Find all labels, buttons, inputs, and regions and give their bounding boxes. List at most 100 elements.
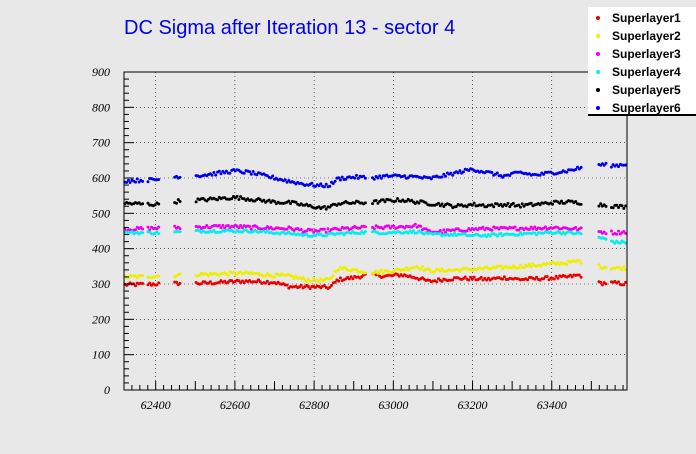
data-point xyxy=(444,230,448,234)
data-point xyxy=(135,276,139,280)
data-point xyxy=(208,280,212,284)
data-point xyxy=(178,281,182,285)
data-point xyxy=(451,173,455,177)
data-point xyxy=(453,231,456,235)
data-point xyxy=(508,174,512,177)
series-Superlayer1 xyxy=(123,271,628,291)
data-point xyxy=(440,267,444,271)
data-point xyxy=(353,201,357,205)
legend-item: Superlayer3 xyxy=(596,47,681,61)
data-point xyxy=(134,284,137,288)
data-point xyxy=(435,280,439,284)
data-point xyxy=(337,176,341,180)
data-point xyxy=(319,182,323,186)
data-point xyxy=(490,228,494,232)
data-point xyxy=(440,279,444,283)
data-point xyxy=(141,274,145,278)
data-point xyxy=(597,263,601,267)
data-point xyxy=(442,172,446,176)
data-point xyxy=(178,200,182,203)
data-point xyxy=(351,277,355,281)
data-point xyxy=(444,174,448,178)
data-point xyxy=(233,230,237,234)
data-points xyxy=(123,161,628,291)
data-point xyxy=(617,206,620,209)
data-point xyxy=(299,228,303,231)
data-point xyxy=(467,278,471,282)
data-point xyxy=(237,226,241,230)
data-point xyxy=(535,275,538,279)
plot-frame xyxy=(123,71,628,391)
data-point xyxy=(299,283,303,287)
data-point xyxy=(194,200,198,204)
data-point xyxy=(306,285,310,288)
data-point xyxy=(412,229,415,233)
data-point xyxy=(262,198,266,202)
legend-label: Superlayer1 xyxy=(612,11,681,25)
data-point xyxy=(363,271,367,275)
data-point xyxy=(620,268,624,272)
data-point xyxy=(153,203,157,207)
data-point xyxy=(556,276,560,280)
legend-label: Superlayer3 xyxy=(612,47,681,61)
data-point xyxy=(519,205,522,209)
data-point xyxy=(604,161,608,165)
data-point xyxy=(429,177,433,181)
data-point xyxy=(624,204,628,208)
data-point xyxy=(551,202,554,206)
data-point xyxy=(235,194,239,198)
data-point xyxy=(527,228,531,231)
data-point xyxy=(488,234,492,238)
data-point xyxy=(306,277,310,281)
data-point xyxy=(148,281,152,285)
data-point xyxy=(230,197,234,201)
y-tick-label: 500 xyxy=(92,206,110,220)
data-point xyxy=(604,237,608,241)
data-point xyxy=(376,176,380,180)
legend: Superlayer1 Superlayer2 Superlayer3 Superla… xyxy=(588,7,696,116)
data-point xyxy=(255,173,259,177)
data-point xyxy=(454,205,458,208)
data-point xyxy=(613,241,617,245)
data-point xyxy=(419,224,423,228)
data-point xyxy=(141,202,145,206)
data-point xyxy=(178,175,182,179)
data-point xyxy=(333,280,337,284)
data-point xyxy=(579,226,583,230)
grid xyxy=(124,72,627,390)
data-point xyxy=(579,261,583,265)
data-point xyxy=(392,224,396,228)
data-point xyxy=(609,165,613,169)
data-point xyxy=(609,229,613,233)
data-point xyxy=(331,182,335,185)
data-point xyxy=(506,201,510,205)
data-point xyxy=(437,201,440,205)
data-point xyxy=(146,225,150,229)
data-point xyxy=(396,197,399,200)
legend-label: Superlayer5 xyxy=(612,83,681,97)
x-tick-label: 62800 xyxy=(299,398,329,412)
data-point xyxy=(175,201,178,205)
series-Superlayer6 xyxy=(123,161,628,189)
data-point xyxy=(617,280,620,284)
data-point xyxy=(324,234,328,238)
data-point xyxy=(290,274,294,278)
data-point xyxy=(479,275,483,279)
data-point xyxy=(463,275,467,279)
data-point xyxy=(442,228,446,232)
data-point xyxy=(285,227,289,231)
data-point xyxy=(294,200,298,204)
data-point xyxy=(223,226,227,230)
data-point xyxy=(465,205,469,209)
data-point xyxy=(376,201,380,205)
x-tick-label: 63000 xyxy=(378,398,408,412)
x-tick-label: 62400 xyxy=(141,398,171,412)
data-point xyxy=(502,275,506,279)
data-point xyxy=(248,170,252,174)
data-point xyxy=(199,282,203,286)
data-point xyxy=(198,273,202,277)
data-point xyxy=(552,277,556,281)
data-point xyxy=(310,228,314,232)
data-point xyxy=(406,231,410,235)
